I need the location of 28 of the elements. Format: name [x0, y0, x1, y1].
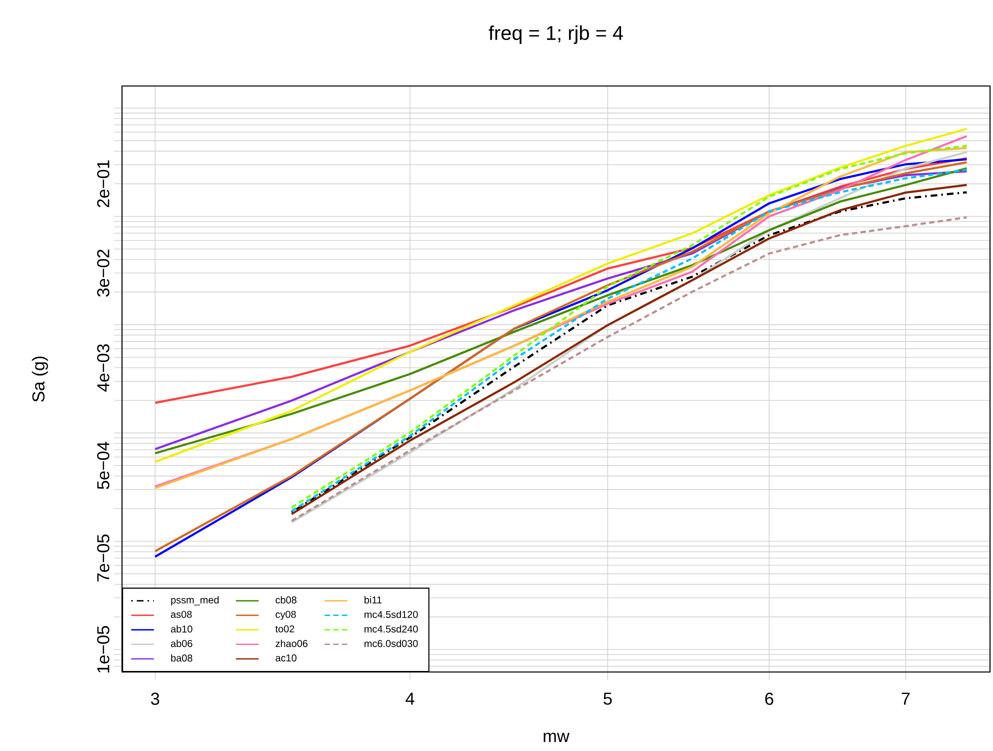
legend-label: cb08 [276, 596, 296, 604]
legend-label: bi11 [364, 596, 382, 604]
legend-label: pssm_med [171, 596, 219, 606]
legend-label: zhao06 [276, 640, 308, 648]
y-tick-label: 7e−05 [97, 534, 110, 582]
y-tick-label: 1e−05 [97, 626, 110, 672]
legend-label: as08 [170, 610, 192, 618]
x-tick-label: 5 [604, 692, 612, 705]
y-axis-title: Sa (g) [32, 356, 48, 402]
legend-label: cy08 [276, 610, 296, 620]
legend-label: mc6.0sd030 [364, 640, 418, 648]
y-tick-label: 2e−01 [97, 160, 110, 208]
legend-label: mc4.5sd120 [364, 610, 418, 618]
y-tick-label: 5e−04 [97, 442, 110, 490]
chart-title: freq = 1; rjb = 4 [488, 25, 623, 44]
x-tick-label: 6 [765, 692, 774, 705]
x-tick-label: 3 [150, 692, 160, 705]
legend-label: ab10 [170, 625, 192, 633]
legend-label: mc4.5sd240 [364, 625, 418, 633]
y-tick-label: 3e−02 [97, 250, 110, 297]
legend-label: ab06 [170, 640, 192, 648]
legend-label: ba08 [171, 654, 192, 662]
legend-label: ac10 [276, 654, 296, 662]
x-tick-label: 7 [902, 692, 910, 705]
x-tick-label: 4 [406, 692, 414, 705]
y-tick-label: 4e−03 [97, 344, 110, 392]
x-axis-title: mw [544, 732, 570, 742]
legend-label: to02 [275, 625, 294, 632]
